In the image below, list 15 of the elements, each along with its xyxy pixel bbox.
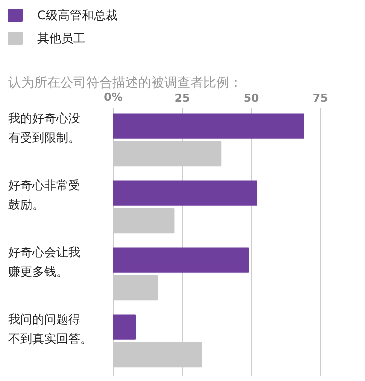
bar <box>113 314 136 340</box>
y-tick-label: 我的好奇心没有受到限制。 <box>8 112 80 146</box>
x-tick-label: 25 <box>174 92 190 105</box>
legend-label: C级高管和总裁 <box>38 8 118 22</box>
legend-label: 其他员工 <box>38 32 86 46</box>
y-tick-label: 好奇心会让我赚更多钱。 <box>8 246 80 280</box>
y-tick-label: 好奇心非常受鼓励。 <box>8 178 80 212</box>
chart-title: 认为所在公司符合描述的被调查者比例： <box>8 76 242 91</box>
bar <box>113 180 258 206</box>
x-tick-label: 75 <box>312 92 328 105</box>
bar <box>113 248 250 273</box>
bar <box>113 114 304 139</box>
x-tick-label: 0% <box>104 91 123 104</box>
x-tick-label: 50 <box>244 92 260 105</box>
y-tick-label: 我问的问题得不到真实回答。 <box>8 312 92 346</box>
